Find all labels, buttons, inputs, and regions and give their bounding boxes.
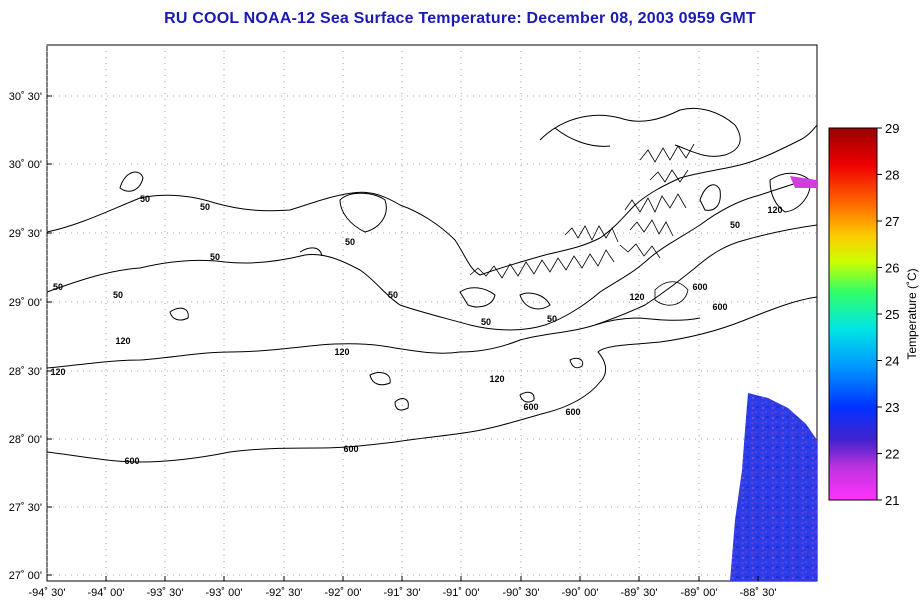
bathymetry-label: 50: [200, 202, 210, 212]
lat-label: 30˚ 30': [9, 91, 42, 103]
bathymetry-label: 50: [730, 220, 740, 230]
coastline: [46, 124, 818, 276]
lat-label: 27˚ 30': [9, 502, 42, 514]
lat-label: 29˚ 30': [9, 228, 42, 240]
colorbar-tick-label: 23: [885, 400, 899, 415]
map-title: RU COOL NOAA-12 Sea Surface Temperature:…: [164, 10, 756, 27]
colorbar-title: Temperature (˚C): [905, 268, 919, 359]
bathymetry-label: 120: [629, 292, 644, 302]
colorbar: 29 28 27 26 25 24 23 22 21 Temperature (˚C): [828, 121, 919, 508]
lat-label: 28˚ 00': [9, 434, 42, 446]
bathymetry-label: 120: [115, 336, 130, 346]
colorbar-tick-label: 28: [885, 168, 899, 183]
colorbar-tick-label: 21: [885, 493, 899, 508]
lon-label: -93˚ 00': [206, 587, 243, 599]
colorbar-tick-label: 22: [885, 447, 899, 462]
sst-swath: [730, 176, 817, 581]
lon-label: -92˚ 30': [266, 587, 303, 599]
lon-label: -90˚ 30': [503, 587, 540, 599]
bathymetry-label: 600: [712, 302, 727, 312]
lon-label: -91˚ 00': [443, 587, 480, 599]
bathymetry-label: 600: [343, 444, 358, 454]
colorbar-tick-label: 24: [885, 354, 899, 369]
lon-label: -91˚ 30': [384, 587, 421, 599]
longitude-axis: -94˚ 30' -94˚ 00' -93˚ 30' -93˚ 00' -92˚ 30'…: [29, 576, 777, 599]
lat-label: 28˚ 30': [9, 366, 42, 378]
lat-label: 30˚ 00': [9, 159, 42, 171]
lon-label: -92˚ 00': [325, 587, 362, 599]
colorbar-tick-label: 25: [885, 307, 899, 322]
bathymetry-label: 120: [767, 205, 782, 215]
lon-label: -94˚ 00': [88, 587, 125, 599]
colorbar-tick-label: 27: [885, 214, 899, 229]
bathymetry-label: 120: [489, 374, 504, 384]
colorbar-tick-label: 26: [885, 261, 899, 276]
bathymetry-label: 120: [50, 367, 65, 377]
contour-50m: [46, 181, 801, 331]
lon-label: -88˚ 30': [740, 587, 777, 599]
lat-label: 27˚ 00': [9, 570, 42, 582]
bathymetry-label: 50: [345, 237, 355, 247]
bathymetry-label: 50: [388, 290, 398, 300]
bathymetry-label: 120: [334, 347, 349, 357]
bathymetry-label: 600: [692, 282, 707, 292]
lon-label: -89˚ 00': [681, 587, 718, 599]
contour-lines: [46, 107, 818, 463]
bathymetry-labels: 50 50 50 50 50 50 50 50 50 50 120 120 120 120 120 120 60…: [50, 194, 782, 466]
lon-label: -93˚ 30': [147, 587, 184, 599]
bathymetry-label: 50: [547, 314, 557, 324]
bathymetry-label: 600: [523, 402, 538, 412]
latitude-axis: 30˚ 30' 30˚ 00' 29˚ 30' 29˚ 00' 28˚ 30' 28˚ 0…: [9, 91, 52, 582]
colorbar-tick-label: 29: [885, 121, 899, 136]
lon-label: -89˚ 30': [621, 587, 658, 599]
colorbar-gradient: [828, 127, 878, 501]
bathymetry-label: 50: [53, 282, 63, 292]
contour-120m: [46, 224, 818, 369]
bathymetry-label: 600: [565, 407, 580, 417]
bathymetry-label: 50: [210, 252, 220, 262]
bathymetry-label: 50: [113, 290, 123, 300]
bathymetry-label: 600: [124, 456, 139, 466]
contour-600m: [46, 296, 818, 463]
lon-label: -90˚ 00': [562, 587, 599, 599]
delta-marsh: [469, 143, 695, 306]
bathymetry-label: 50: [481, 317, 491, 327]
colorbar-ticks: 29 28 27 26 25 24 23 22 21: [877, 121, 899, 508]
graticule: [46, 45, 817, 581]
bathymetry-label: 50: [140, 194, 150, 204]
plot-area: [46, 44, 818, 582]
lon-label: -94˚ 30': [29, 587, 66, 599]
lat-label: 29˚ 00': [9, 297, 42, 309]
